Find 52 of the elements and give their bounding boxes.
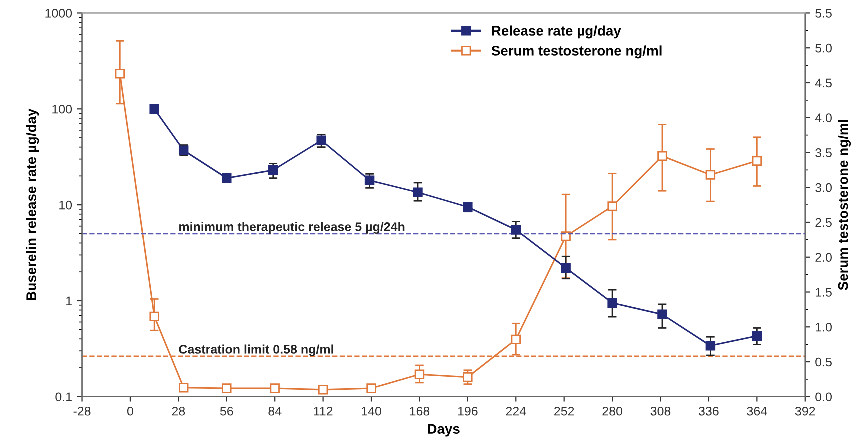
x-axis-title: Days xyxy=(428,424,460,437)
x-tick-label: 56 xyxy=(220,406,234,416)
x-tick-label: 0 xyxy=(127,406,134,416)
point xyxy=(268,166,278,176)
x-tick-label: 280 xyxy=(602,406,622,416)
x-tick-label: 392 xyxy=(795,406,816,416)
y-tick-label: 100 xyxy=(52,104,72,114)
point xyxy=(222,173,232,184)
point xyxy=(658,310,668,320)
point xyxy=(752,331,762,341)
y-tick-label: 0.1 xyxy=(56,392,72,402)
y2-tick-label: 4.5 xyxy=(815,78,832,88)
y2-axis-title: Serum testosterone ng/ml xyxy=(838,120,852,290)
point xyxy=(364,176,375,186)
point xyxy=(706,341,716,351)
y2-tick-label: 1.0 xyxy=(816,322,832,332)
ref-line-label: minimum therapeutic release 5 µg/24h xyxy=(180,222,405,234)
x-tick-label: 336 xyxy=(699,406,719,416)
x-tick-label: 196 xyxy=(458,406,478,416)
point xyxy=(561,263,571,273)
y-tick-label: 1000 xyxy=(46,9,72,18)
y2-tick-label: 3.0 xyxy=(816,183,832,192)
x-tick-label: 140 xyxy=(362,406,382,416)
point xyxy=(316,136,326,146)
point xyxy=(608,298,618,308)
x-tick-label: 112 xyxy=(314,406,333,416)
x-tick-label: 84 xyxy=(268,406,282,416)
legend-label: Release rate µg/day xyxy=(492,26,622,39)
x-tick-label: -28 xyxy=(74,406,91,416)
y-axis-title: Buserelin release rate µg/day xyxy=(26,108,40,300)
point xyxy=(413,188,423,198)
y2-tick-label: 2.0 xyxy=(816,253,832,262)
y-tick-label: 10 xyxy=(60,200,72,210)
y2-tick-label: 3.5 xyxy=(816,148,832,158)
y-tick-label: 1 xyxy=(66,296,72,306)
point xyxy=(511,225,521,235)
y2-tick-label: 4.0 xyxy=(815,114,832,123)
y2-tick-label: 5.5 xyxy=(816,9,832,18)
y2-tick-label: 1.5 xyxy=(816,288,832,297)
y2-tick-label: 5.0 xyxy=(816,44,832,53)
y2-tick-label: 0.5 xyxy=(816,358,832,367)
y2-tick-label: 2.5 xyxy=(816,218,832,228)
legend-label: Serum testosterone ng/ml xyxy=(492,46,662,59)
x-tick-label: 224 xyxy=(506,406,526,416)
x-tick-label: 364 xyxy=(747,406,768,416)
ref-line-label: Castration limit 0.58 ng/ml xyxy=(179,344,334,356)
x-tick-label: 168 xyxy=(410,406,430,416)
y2-tick-label: 0.0 xyxy=(816,392,832,402)
x-tick-label: 252 xyxy=(554,406,574,416)
x-tick-label: 28 xyxy=(172,406,186,416)
point xyxy=(150,104,160,114)
x-tick-label: 308 xyxy=(650,406,671,416)
